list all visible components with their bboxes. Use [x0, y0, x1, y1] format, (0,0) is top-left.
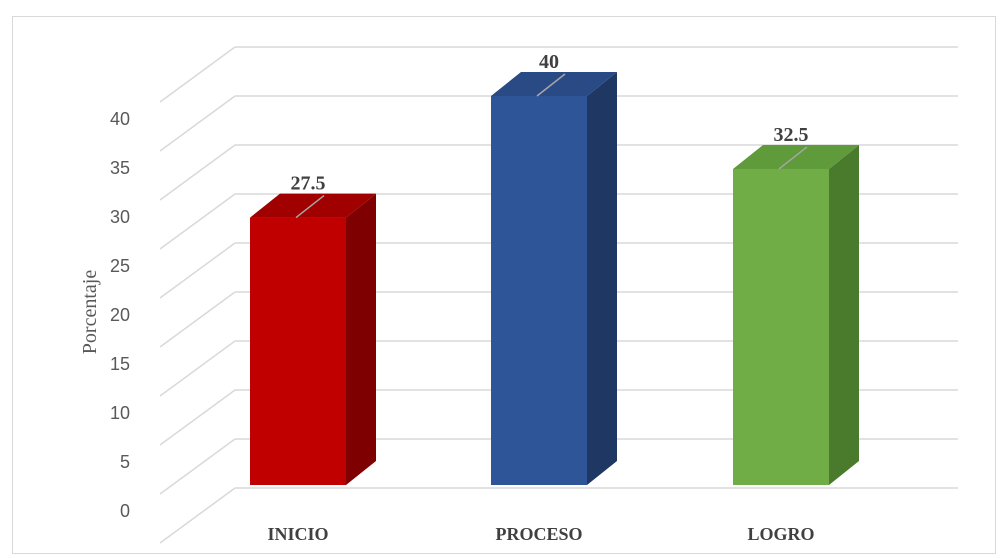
gridline-diagonal — [159, 291, 236, 348]
bar-top — [733, 144, 859, 169]
bars — [250, 72, 859, 485]
data-label-leader — [295, 194, 325, 219]
gridline-diagonal — [159, 389, 236, 446]
gridline-diagonal — [159, 487, 236, 544]
bar — [733, 168, 829, 485]
x-axis-categories: INICIO PROCESO LOGRO — [267, 524, 814, 544]
bar-top — [250, 193, 376, 218]
y-tick-label: 5 — [120, 452, 130, 472]
gridline-diagonal — [159, 95, 236, 152]
gridline-diagonal — [159, 193, 236, 250]
y-tick-label: 30 — [110, 207, 130, 227]
bar-side — [346, 193, 376, 485]
y-tick-label: 35 — [110, 158, 130, 178]
y-axis-title: Porcentaje — [79, 270, 101, 355]
x-category-label: PROCESO — [495, 524, 582, 544]
gridline-diagonal — [159, 340, 236, 397]
y-tick-label: 10 — [110, 403, 130, 423]
data-labels: 27.5 40 32.5 — [291, 51, 809, 219]
bar-top — [491, 72, 617, 96]
gridline-diagonal — [159, 242, 236, 299]
x-category-label: LOGRO — [747, 524, 814, 544]
bar-side — [829, 144, 859, 485]
bar — [250, 217, 346, 485]
y-tick-label: 15 — [110, 354, 130, 374]
y-tick-label: 25 — [110, 256, 130, 276]
x-category-label: INICIO — [267, 524, 328, 544]
bar — [491, 96, 587, 485]
gridline-diagonal — [159, 46, 236, 103]
y-tick-label: 0 — [120, 501, 130, 521]
data-label: 32.5 — [774, 124, 809, 146]
data-label: 27.5 — [291, 173, 326, 195]
data-label: 40 — [539, 51, 559, 73]
y-tick-label: 20 — [110, 305, 130, 325]
bar-side — [587, 72, 617, 485]
gridline-diagonal — [159, 144, 236, 201]
gridline-diagonal — [159, 438, 236, 495]
data-label-leader — [536, 73, 566, 97]
y-tick-label: 40 — [110, 109, 130, 129]
y-axis-ticks: 0 5 10 15 20 25 30 35 40 — [110, 109, 130, 521]
data-label-leader — [778, 146, 808, 170]
